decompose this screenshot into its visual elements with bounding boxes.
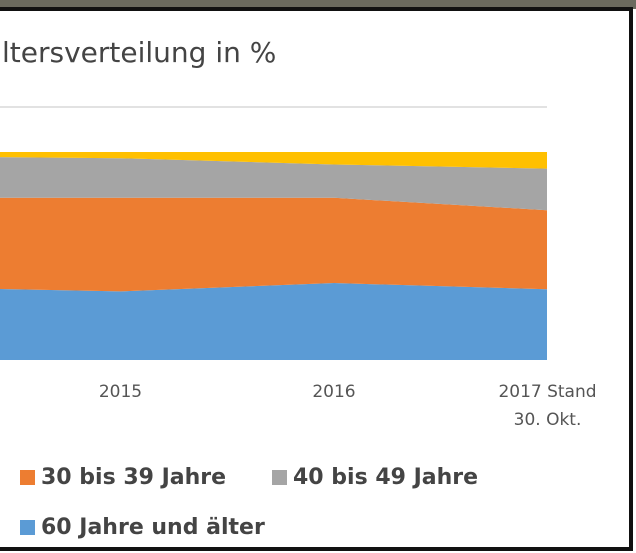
- area: [0, 152, 547, 169]
- legend-item: 40 bis 49 Jahre: [272, 465, 478, 490]
- legend-item: 30 bis 39 Jahre: [20, 465, 226, 490]
- area: [0, 283, 547, 360]
- area: [0, 157, 547, 211]
- x-tick-label: 2016: [312, 382, 356, 402]
- plot-area: [0, 152, 547, 360]
- legend-label: 40 bis 49 Jahre: [293, 465, 479, 490]
- x-tick-label: 2015: [98, 382, 143, 402]
- legend-swatch: [20, 470, 35, 485]
- chart-title: ltersverteilung in %: [2, 36, 277, 69]
- x-tick-label: 2017 Stand 30. Okt.: [498, 382, 597, 430]
- area: [0, 197, 547, 292]
- legend-swatch: [272, 470, 287, 485]
- legend-item: 60 Jahre und älter: [20, 515, 265, 540]
- legend-label: 60 Jahre und älter: [41, 515, 265, 540]
- legend-swatch: [20, 520, 35, 535]
- photo-strip: [0, 0, 636, 9]
- legend-label: 30 bis 39 Jahre: [41, 465, 227, 490]
